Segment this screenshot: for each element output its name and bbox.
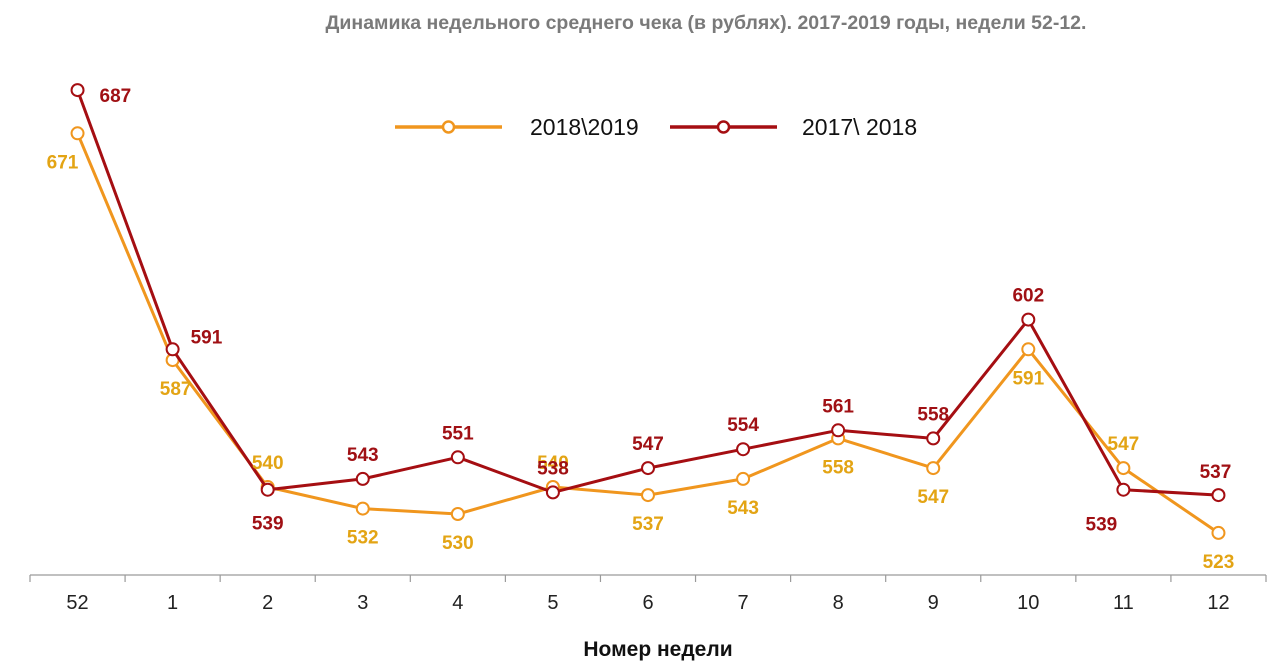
series-2018-2019-point bbox=[736, 471, 751, 486]
series-2017-2018-point bbox=[450, 450, 465, 465]
series-2017-2018-point bbox=[165, 342, 180, 357]
value-label-2017-2018: 591 bbox=[191, 327, 223, 348]
chart-title: Динамика недельного среднего чека (в руб… bbox=[325, 12, 1087, 34]
x-tick-label: 12 bbox=[1207, 592, 1229, 614]
legend-marker bbox=[441, 120, 456, 134]
value-label-2018-2019: 587 bbox=[160, 379, 192, 400]
series-2018-2019-point bbox=[70, 126, 85, 141]
x-tick-label: 52 bbox=[66, 592, 88, 614]
value-label-2018-2019: 530 bbox=[442, 533, 474, 554]
value-label-2018-2019: 523 bbox=[1203, 552, 1235, 573]
legend-marker bbox=[716, 120, 731, 134]
x-tick-label: 11 bbox=[1113, 592, 1134, 614]
value-label-2018-2019: 540 bbox=[537, 453, 569, 474]
x-tick-label: 1 bbox=[167, 592, 178, 614]
series-2017-2018-point bbox=[641, 461, 655, 476]
value-label-2017-2018: 543 bbox=[347, 445, 379, 466]
value-label-2018-2019: 547 bbox=[1108, 434, 1140, 455]
value-label-2017-2018: 538 bbox=[537, 458, 569, 479]
value-labels: 671 587 540 532 530 540 537 543 558 547 591 547 523 6… bbox=[47, 86, 1235, 573]
value-label-2017-2018: 602 bbox=[1012, 286, 1044, 307]
value-label-2018-2019: 537 bbox=[632, 514, 664, 535]
legend-label: 2017\ 2018 bbox=[802, 114, 917, 140]
x-tick-label: 9 bbox=[928, 592, 939, 614]
value-label-2018-2019: 547 bbox=[917, 487, 949, 508]
series-2017-2018-point bbox=[545, 485, 560, 500]
value-label-2018-2019: 591 bbox=[1012, 368, 1044, 389]
series-2017-2018-point bbox=[1021, 312, 1036, 327]
series-2018-2019-point bbox=[1116, 461, 1131, 476]
series-lines bbox=[70, 83, 1226, 540]
x-axis-title: Номер недели bbox=[583, 638, 733, 661]
value-label-2018-2019: 532 bbox=[347, 528, 379, 549]
x-tick-label: 2 bbox=[262, 592, 273, 614]
value-label-2017-2018: 537 bbox=[1200, 462, 1232, 483]
x-tick-label: 7 bbox=[738, 592, 749, 614]
series-2017-2018-point bbox=[831, 423, 846, 438]
x-tick-label: 4 bbox=[452, 592, 463, 614]
x-tick-label: 6 bbox=[642, 592, 653, 614]
x-tick-label: 3 bbox=[357, 592, 368, 614]
series-2018-2019-point bbox=[641, 488, 655, 503]
series-2018-2019-point bbox=[926, 461, 941, 476]
series-2018-2019-point bbox=[355, 501, 370, 516]
series-2017-2018-point bbox=[1211, 488, 1226, 503]
value-label-2017-2018: 539 bbox=[252, 514, 284, 535]
x-tick-label: 10 bbox=[1017, 592, 1039, 614]
series-2017-2018-point bbox=[736, 442, 751, 457]
value-label-2018-2019: 558 bbox=[822, 457, 854, 478]
value-label-2017-2018: 561 bbox=[822, 396, 854, 417]
series-2018-2019-point bbox=[1211, 525, 1226, 540]
value-label-2018-2019: 671 bbox=[47, 152, 79, 173]
x-tick-label: 8 bbox=[833, 592, 844, 614]
x-axis: 52 1 2 3 4 5 6 7 8 9 10 11 12 bbox=[29, 574, 1267, 614]
value-label-2017-2018: 687 bbox=[100, 86, 132, 107]
value-label-2017-2018: 547 bbox=[632, 434, 664, 455]
series-2017-2018-point bbox=[70, 83, 85, 98]
value-label-2018-2019: 543 bbox=[727, 498, 759, 519]
series-2017-2018-point bbox=[1116, 482, 1131, 497]
value-label-2017-2018: 558 bbox=[917, 404, 949, 425]
x-tick-label: 5 bbox=[547, 592, 558, 614]
value-label-2017-2018: 554 bbox=[727, 415, 759, 436]
legend: 2018\2019 2017\ 2018 bbox=[395, 114, 917, 140]
value-label-2017-2018: 551 bbox=[442, 423, 474, 444]
series-2017-2018-point bbox=[926, 431, 941, 446]
value-label-2017-2018: 539 bbox=[1086, 515, 1118, 536]
series-2018-2019-point bbox=[1021, 342, 1036, 357]
value-label-2018-2019: 540 bbox=[252, 453, 284, 474]
series-2017-2018-point bbox=[355, 471, 370, 486]
legend-label: 2018\2019 bbox=[530, 114, 639, 140]
series-2018-2019-point bbox=[450, 507, 465, 521]
series-2017-2018-point bbox=[260, 482, 275, 497]
